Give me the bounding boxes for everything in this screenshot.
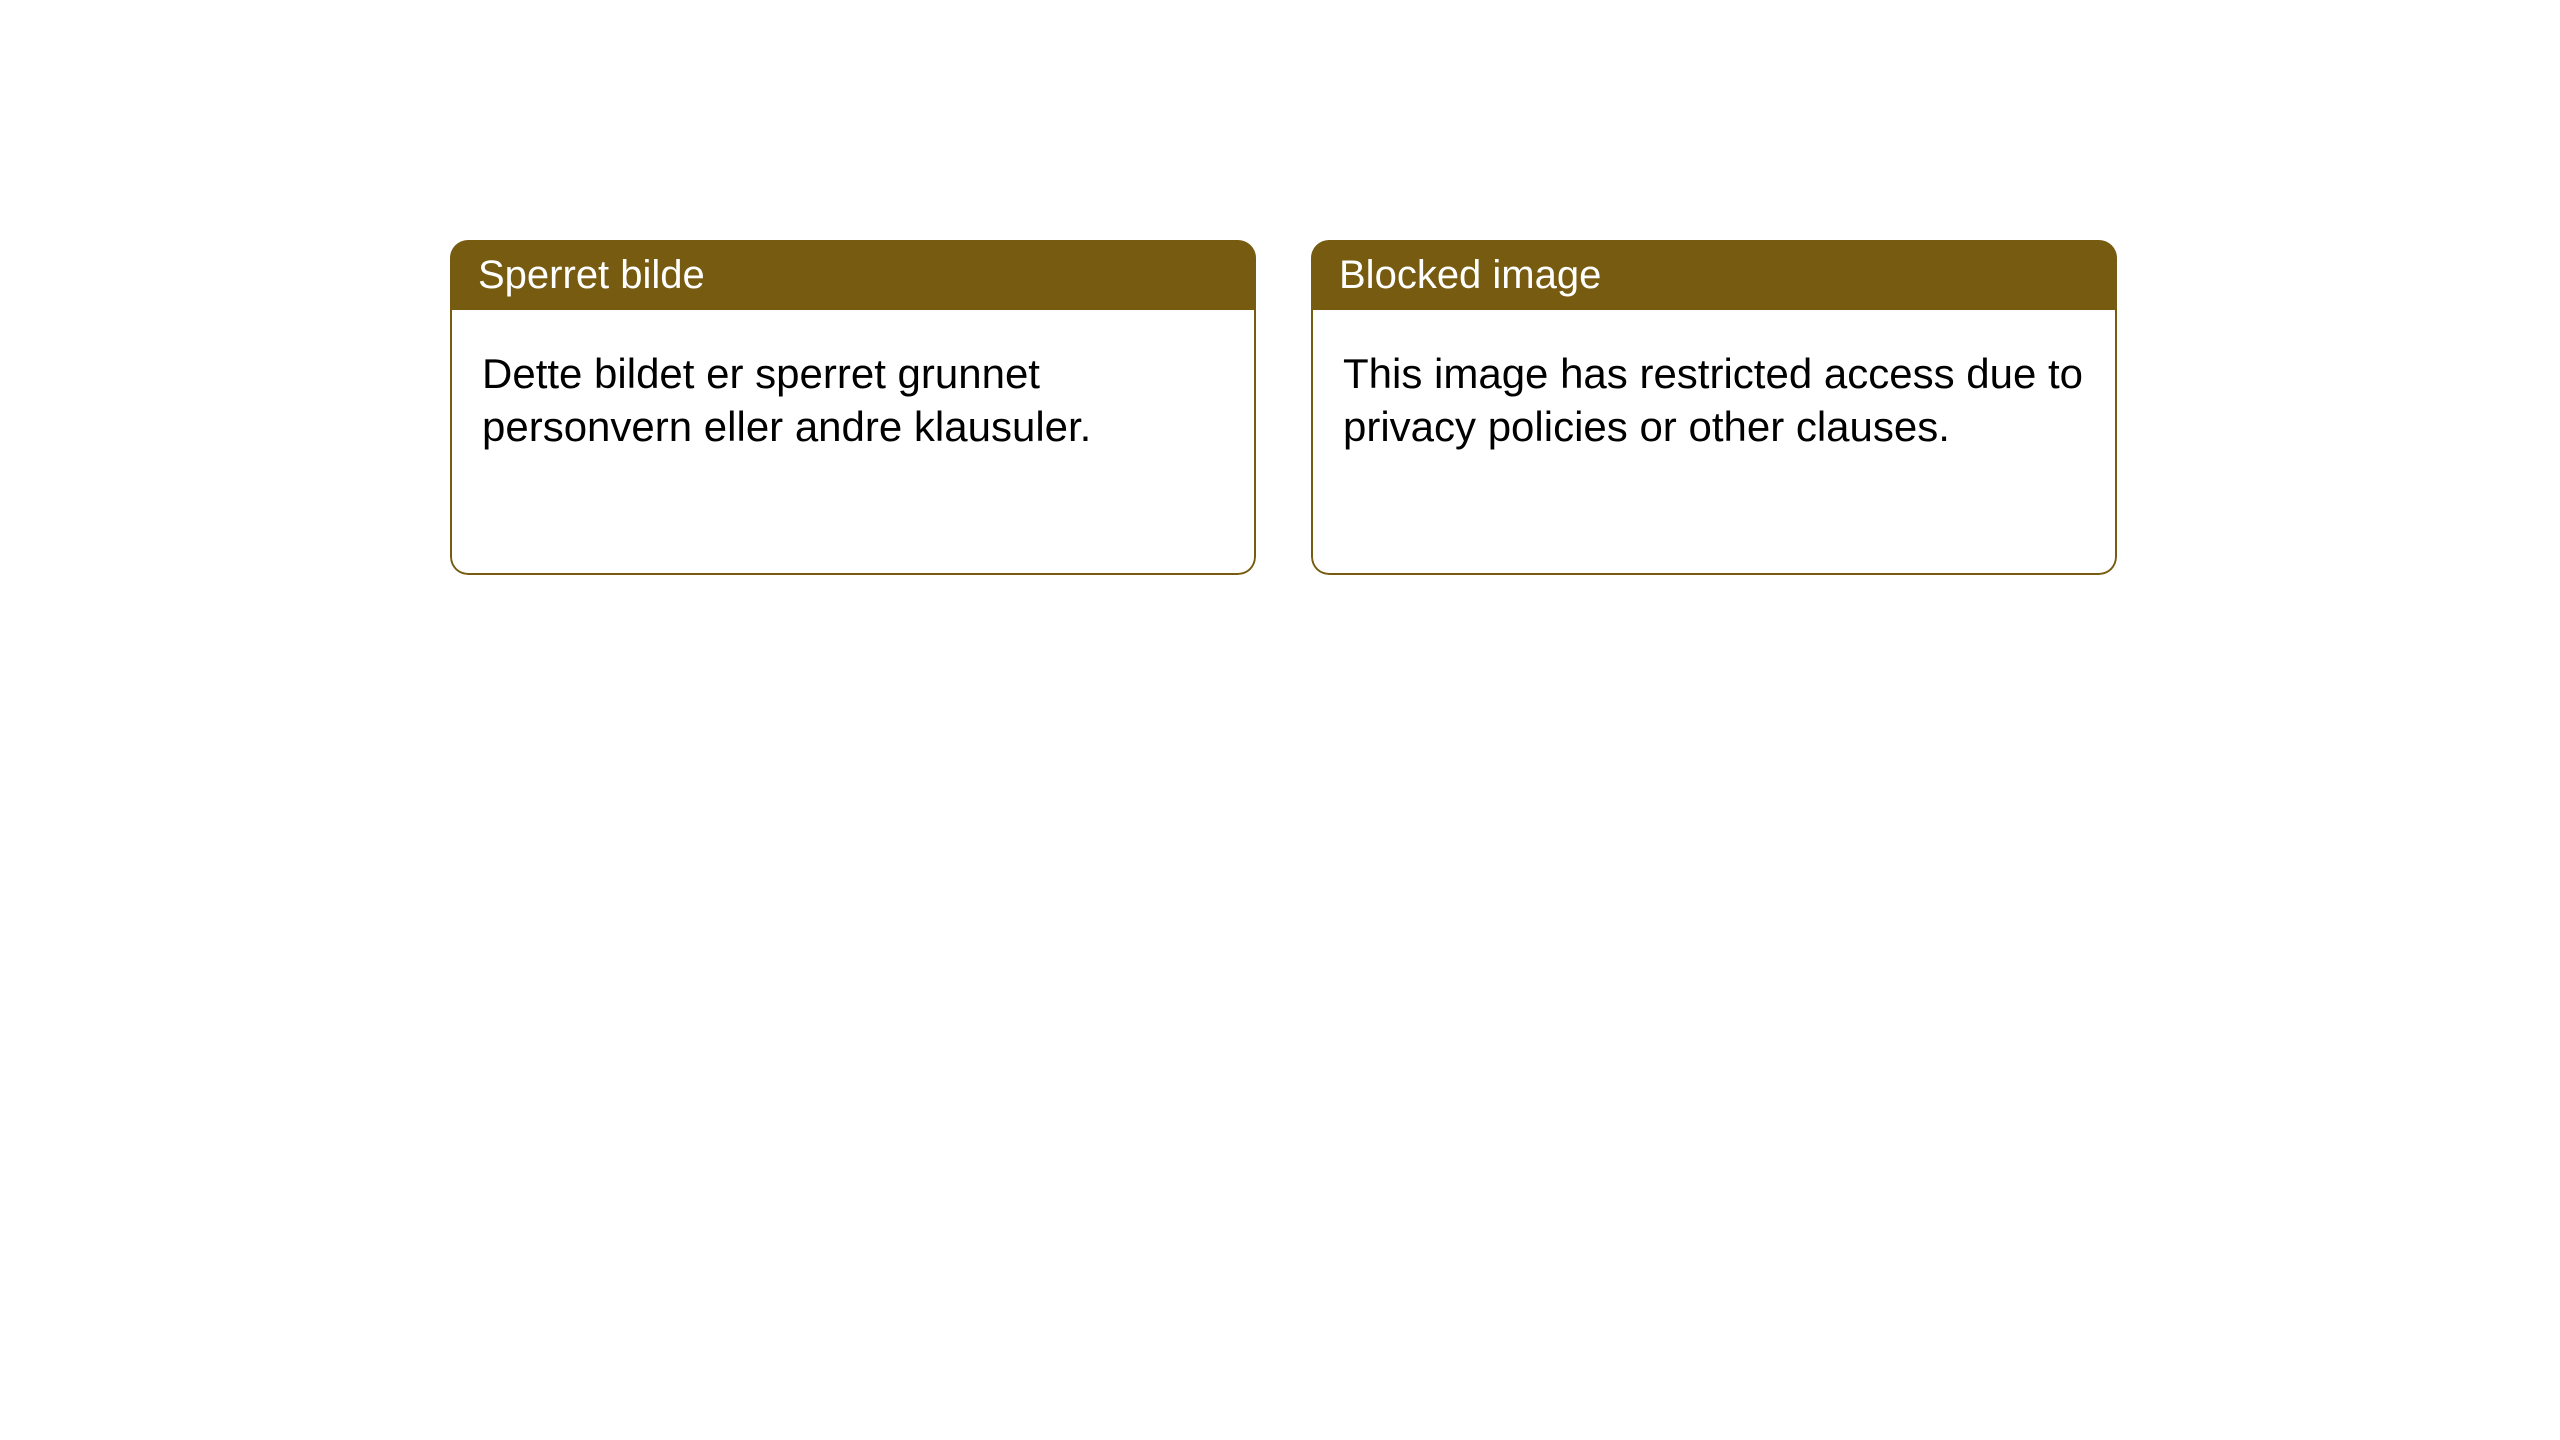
notice-card-title: Sperret bilde [450,240,1256,310]
notice-card-body: This image has restricted access due to … [1311,310,2117,575]
notice-cards-container: Sperret bilde Dette bildet er sperret gr… [0,0,2560,575]
notice-card-title: Blocked image [1311,240,2117,310]
notice-card-body: Dette bildet er sperret grunnet personve… [450,310,1256,575]
notice-card-english: Blocked image This image has restricted … [1311,240,2117,575]
notice-card-norwegian: Sperret bilde Dette bildet er sperret gr… [450,240,1256,575]
